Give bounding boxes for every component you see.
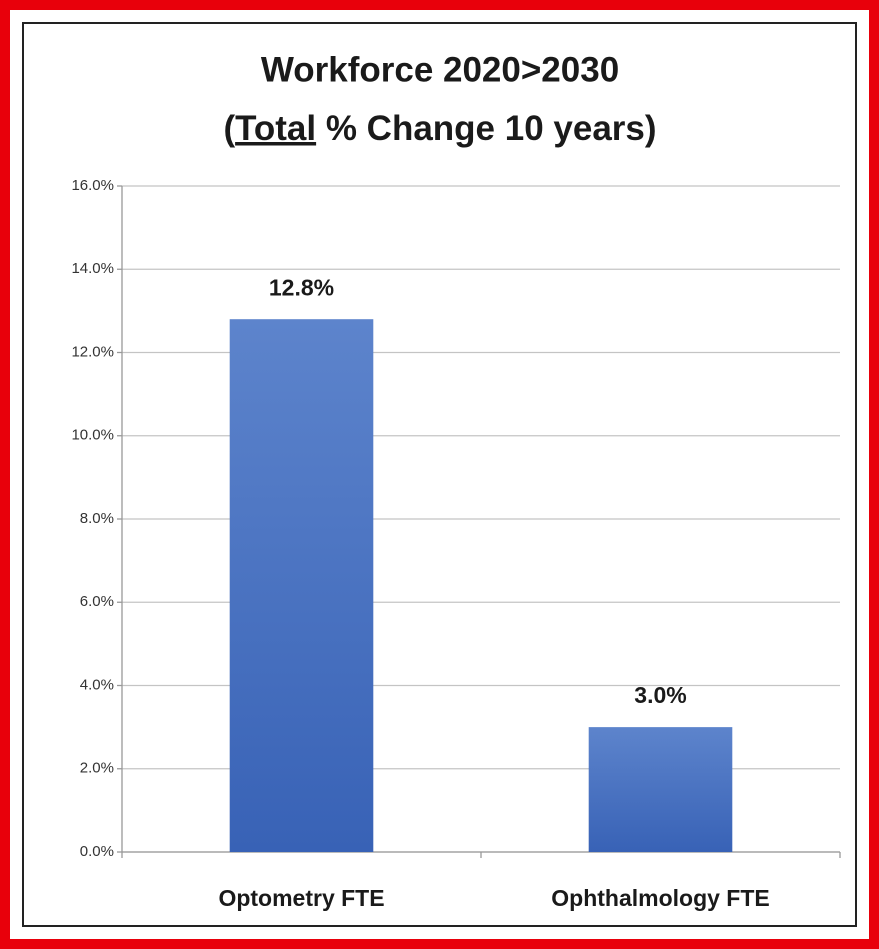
subtitle-part: Total [235, 109, 316, 148]
chart-title: Workforce 2020>2030 [261, 50, 619, 89]
y-tick-label: 10.0% [71, 427, 114, 444]
y-tick-label: 6.0% [80, 593, 114, 610]
y-tick-label: 4.0% [80, 676, 114, 693]
subtitle-part: % Change 10 years) [316, 109, 656, 148]
y-tick-label: 0.0% [80, 843, 114, 860]
x-tick-label: Ophthalmology FTE [551, 885, 770, 911]
chart-subtitle: (Total % Change 10 years) [223, 109, 656, 148]
y-tick-label: 2.0% [80, 760, 114, 777]
y-tick-label: 12.0% [71, 343, 114, 360]
y-tick-label: 8.0% [80, 510, 114, 527]
y-tick-label: 16.0% [71, 177, 114, 194]
x-tick-label: Optometry FTE [218, 885, 384, 911]
subtitle-part: ( [223, 109, 235, 148]
data-label: 12.8% [269, 274, 334, 300]
bar [588, 727, 733, 852]
bar [229, 319, 374, 852]
data-label: 3.0% [634, 682, 686, 708]
y-tick-label: 14.0% [71, 260, 114, 277]
